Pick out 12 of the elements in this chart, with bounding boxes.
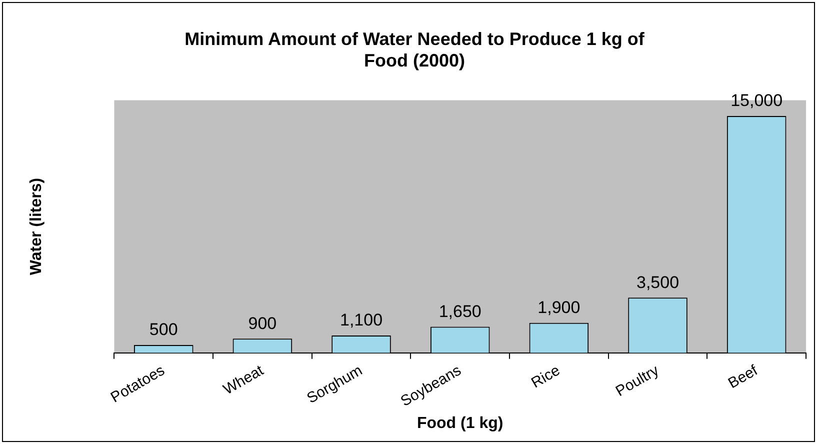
data-label: 1,100 (340, 310, 383, 330)
data-label: 500 (149, 320, 178, 340)
data-label: 1,900 (538, 298, 580, 318)
x-tick-label: Beef (725, 362, 762, 392)
x-axis-title: Food (1 kg) (416, 414, 504, 432)
x-tick-label: Rice (528, 362, 563, 392)
data-label: 15,000 (730, 91, 783, 110)
data-label: 3,500 (636, 272, 680, 292)
chart-title: Minimum Amount of Water Needed to Produce 1 kg of Food (2000) (184, 28, 646, 70)
data-label: 1,650 (438, 302, 482, 321)
data-label: 900 (248, 314, 277, 333)
y-axis-title: Water (liters) (28, 178, 46, 276)
